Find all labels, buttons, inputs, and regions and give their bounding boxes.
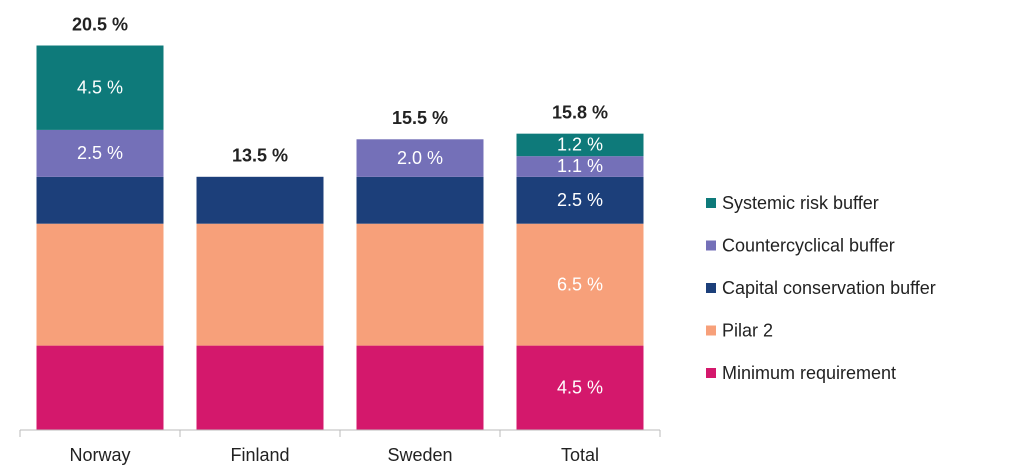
- data-label: 2.5 %: [557, 190, 603, 210]
- bar-segment: [356, 139, 484, 177]
- bar-segment: [516, 133, 644, 157]
- bar-segment: [516, 156, 644, 177]
- bar-segment: [516, 223, 644, 346]
- bar-segment: [196, 223, 324, 346]
- data-label: 2.5 %: [77, 143, 123, 163]
- data-label: 6.5 %: [557, 274, 603, 294]
- data-label: 4.5 %: [557, 378, 603, 398]
- legend-label: Pilar 2: [722, 320, 773, 340]
- legend-swatch: [706, 240, 716, 251]
- bar-segment: [36, 223, 164, 346]
- data-label: 1.2 %: [557, 135, 603, 155]
- x-tick-label: Finland: [230, 445, 289, 465]
- x-tick-label: Total: [561, 445, 599, 465]
- legend-label: Countercyclical buffer: [722, 235, 895, 255]
- bar-segment: [36, 176, 164, 224]
- bar-segment: [196, 176, 324, 224]
- total-label: 13.5 %: [232, 146, 288, 166]
- bar-segment: [356, 223, 484, 346]
- bar-segment: [36, 345, 164, 430]
- data-label: 4.5 %: [77, 77, 123, 97]
- total-label: 15.8 %: [552, 102, 608, 122]
- legend-label: Systemic risk buffer: [722, 193, 879, 213]
- data-label: 1.1 %: [557, 156, 603, 176]
- bar-segment: [36, 129, 164, 177]
- bar-segment: [196, 345, 324, 430]
- bar-segment: [516, 176, 644, 224]
- legend-label: Capital conservation buffer: [722, 278, 936, 298]
- bar-segment: [356, 176, 484, 224]
- x-tick-label: Sweden: [387, 445, 452, 465]
- total-label: 15.5 %: [392, 108, 448, 128]
- x-tick-label: Norway: [69, 445, 130, 465]
- legend-swatch: [706, 325, 716, 336]
- legend-label: Minimum requirement: [722, 363, 896, 383]
- bar-segment: [516, 345, 644, 430]
- legend-swatch: [706, 368, 716, 378]
- legend-swatch: [706, 198, 716, 208]
- legend-swatch: [706, 283, 716, 293]
- data-label: 2.0 %: [397, 148, 443, 168]
- bar-segment: [356, 345, 484, 430]
- bar-segment: [36, 45, 164, 130]
- total-label: 20.5 %: [72, 14, 128, 34]
